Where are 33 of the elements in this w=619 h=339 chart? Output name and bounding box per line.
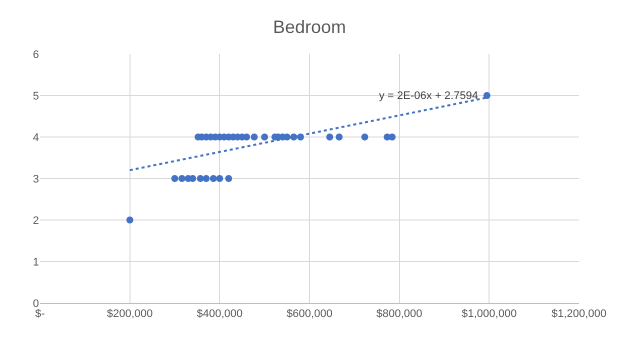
- point: [196, 175, 204, 182]
- x-tick-label: $400,000: [196, 308, 243, 320]
- x-tick-label: $1,200,000: [551, 308, 607, 320]
- point: [261, 134, 268, 140]
- y-tick-label: 1: [32, 256, 39, 268]
- x-tick-label: $1,000,000: [462, 308, 517, 320]
- point: [336, 134, 343, 140]
- y-tick-label: 2: [32, 214, 39, 227]
- annotation: y = 2E-06x + 2.7594: [379, 90, 478, 102]
- y-tick-label: 6: [32, 48, 39, 61]
- point: [171, 175, 178, 182]
- y-tick-label: 5: [32, 90, 39, 102]
- point: [126, 216, 134, 224]
- point: [225, 175, 232, 182]
- point: [202, 175, 210, 182]
- point: [326, 134, 334, 140]
- y-tick-label: 4: [32, 132, 39, 144]
- point: [243, 134, 250, 140]
- point: [178, 175, 186, 182]
- y-tick-label: 0: [32, 298, 39, 310]
- point: [483, 92, 490, 99]
- y-tick-label: 3: [32, 173, 39, 186]
- point: [361, 134, 368, 140]
- x-tick-label: $800,000: [376, 308, 422, 320]
- point: [210, 175, 217, 182]
- point: [189, 175, 196, 182]
- chart-title: Bedroom: [272, 16, 346, 37]
- point: [250, 134, 258, 140]
- x-tick-label: $200,000: [106, 308, 153, 320]
- point: [388, 134, 396, 140]
- point: [216, 175, 224, 182]
- x-tick-label: $600,000: [286, 308, 332, 320]
- x-tick-label: $-: [35, 308, 46, 320]
